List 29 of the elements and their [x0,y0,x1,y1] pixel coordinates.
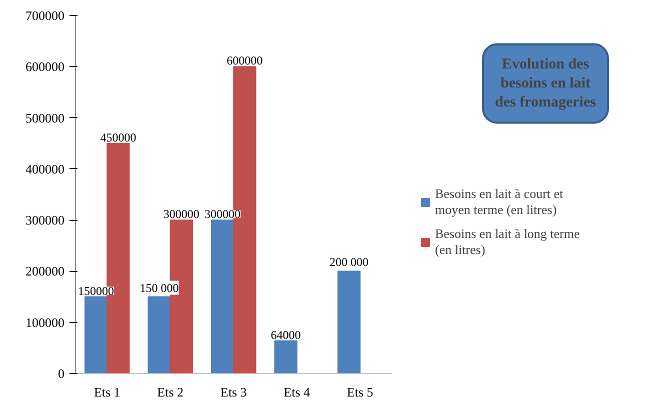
y-tick-label: 200000 [26,264,64,279]
data-label: 150 000 [140,280,179,295]
y-tick-label: 700000 [26,8,64,23]
data-label: 450000 [100,130,136,144]
data-label: 300000 [204,207,241,222]
y-tick-label: 500000 [26,110,64,126]
x-tick-label: Ets 4 [284,384,311,400]
y-tick-label: 600000 [26,59,64,74]
y-tick-label: 300000 [26,212,64,228]
data-label: 300000 [163,207,200,222]
x-tick-label: Ets 2 [157,384,184,400]
x-tick-label: Ets 5 [346,384,374,400]
bar [337,270,361,374]
x-tick-label: Ets 3 [220,384,247,400]
legend-label: Besoins en lait à long terme (en litres) [435,226,580,258]
bar [274,340,298,374]
bar [148,296,171,374]
data-label: 64000 [270,328,301,342]
text: Evolution des besoins en lait des fromageries [495,56,596,111]
x-tick-label: Ets 1 [94,384,120,400]
bar [84,296,108,374]
bar [210,220,234,374]
data-label: 200 000 [330,255,369,270]
y-tick-label: 400000 [26,161,64,176]
legend-label: Besoins en lait à court et moyen terme (en litres) [435,186,564,218]
y-tick-label: 0 [58,366,64,381]
y-tick-label: 100000 [26,314,64,330]
data-label: 150000 [78,284,114,298]
data-label: 600000 [226,54,263,68]
